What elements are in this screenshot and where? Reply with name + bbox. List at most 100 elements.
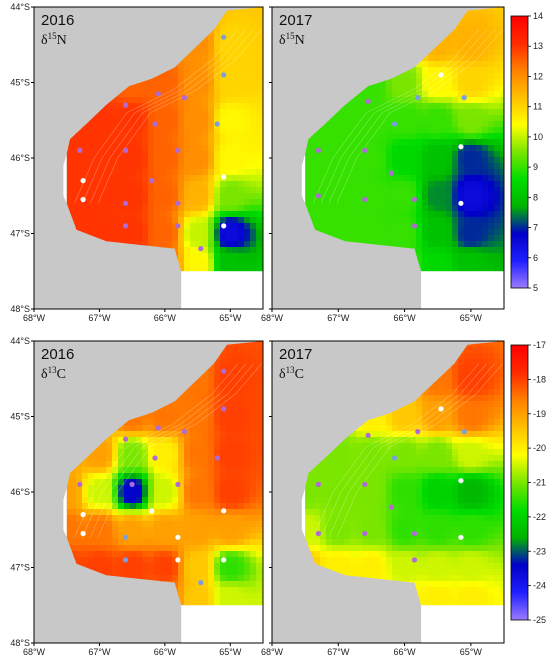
x-tick-label: 65°W [219,647,242,657]
x-tick-label: 66°W [154,647,177,657]
station-point [149,178,155,184]
station-point [461,95,467,101]
station-point [123,436,129,442]
colorbar-tick-label: 8 [533,192,538,202]
y-tick-label: 48°S [10,304,30,314]
colorbar-tick-label: 6 [533,253,538,263]
station-point [175,481,181,487]
station-point [365,98,371,104]
station-point [175,147,181,153]
y-tick-label: 44°S [10,2,30,12]
y-tick-label: 46°S [10,487,30,497]
x-tick-label: 68°W [261,313,284,323]
bathymetry-contours [312,29,503,204]
station-point [221,508,227,514]
station-point [80,178,86,184]
station-point [388,504,394,510]
y-tick-label: 47°S [10,229,30,239]
panel-isotope-label: δ15N [41,31,67,48]
panel-year-label: 2017 [279,346,312,363]
station-point [221,406,227,412]
station-point [175,557,181,563]
x-tick-label: 65°W [460,313,483,323]
colorbar-tick-label: 11 [533,102,542,112]
station-point [411,223,418,229]
colorbar-gradient [510,344,529,621]
panel-isotope-label: δ15N [279,31,305,48]
x-tick-label: 68°W [23,313,46,323]
x-tick-label: 67°W [88,647,111,657]
map-panel-3: 2016 δ13C [33,340,264,644]
no-data-area [421,271,504,309]
station-point [221,34,227,40]
station-point [362,147,368,153]
colorbar-1: 5 6 7 8 9 10 11 12 13 14 [510,11,543,293]
map-panel-1: 2016 δ15N [33,6,264,310]
station-point [155,91,161,97]
colorbar-tick-label: -21 [533,478,546,488]
station-point [123,223,129,229]
colorbar-gradient [510,15,529,289]
station-point [123,200,129,206]
station-point [77,147,83,153]
station-point [149,508,155,514]
station-point [175,223,181,229]
no-data-area [181,271,263,309]
station-point [175,534,181,540]
colorbar-tick-label: 5 [533,283,538,293]
bathymetry-contours [74,29,262,204]
colorbar-tick-label: 10 [533,132,543,142]
y-tick-label: 47°S [10,563,30,573]
panel-year-label: 2016 [41,346,74,363]
station-point [315,147,321,153]
sampling-stations [77,368,227,586]
colorbar-tick-label: -23 [533,546,546,556]
station-point [221,72,227,78]
station-point [388,170,394,176]
map-panel-2: 2017 δ15N [271,6,505,310]
y-tick-label: 45°S [10,78,30,88]
y-tick-label: 46°S [10,153,30,163]
x-tick-label: 65°W [219,313,242,323]
station-point [392,121,398,127]
colorbar-tick-label: -18 [533,374,546,384]
colorbar-tick-label: -22 [533,512,546,522]
no-data-area [181,605,263,643]
station-point [362,530,368,537]
station-point [221,174,227,180]
x-tick-label: 67°W [327,313,350,323]
colorbar-tick-label: -17 [533,340,546,350]
colorbar-tick-label: 14 [533,11,543,21]
colorbar-tick-label: -19 [533,409,546,419]
station-point [198,246,204,252]
sampling-stations [315,406,467,563]
x-tick-label: 68°W [23,647,46,657]
station-point [458,534,464,540]
y-tick-label: 48°S [10,638,30,648]
y-tick-label: 45°S [10,412,30,422]
station-point [438,406,444,412]
station-point [461,429,467,435]
station-point [458,144,464,150]
station-point [392,455,398,461]
x-tick-label: 66°W [394,647,417,657]
station-point [362,196,368,203]
station-point [80,530,86,537]
station-point [411,557,418,563]
station-point [438,72,444,78]
station-point [315,193,321,199]
sampling-stations [77,34,227,252]
panel-year-label: 2017 [279,12,312,29]
panel-isotope-label: δ13C [41,365,66,382]
station-point [365,432,371,438]
station-point [198,580,204,586]
station-point [411,196,418,203]
station-point [80,196,86,203]
station-point [214,455,220,461]
colorbar-tick-label: 9 [533,162,538,172]
map-panel-4: 2017 δ13C [271,340,505,644]
station-point [221,368,227,374]
panel-year-label: 2016 [41,12,74,29]
station-point [315,481,321,487]
